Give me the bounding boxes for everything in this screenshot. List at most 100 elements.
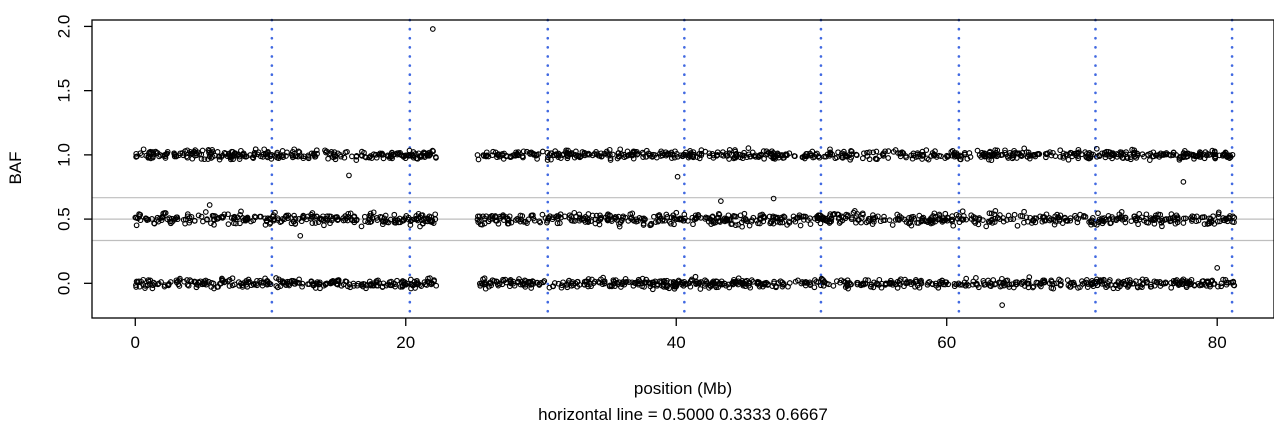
data-point-46 [225, 278, 231, 284]
data-point-1398 [520, 282, 526, 288]
data-point-2118 [1128, 218, 1135, 224]
data-point-2811 [618, 151, 625, 157]
data-point-686 [216, 153, 223, 160]
data-point-111 [433, 282, 440, 289]
data-point-171 [138, 278, 145, 285]
data-points [132, 26, 1238, 309]
outlier-point-0 [429, 26, 436, 32]
data-point-1475 [821, 278, 828, 285]
data-point-751 [206, 149, 212, 156]
data-point-507 [320, 213, 326, 220]
data-point-1430 [890, 280, 897, 287]
data-point-1877 [968, 212, 975, 219]
data-point-2654 [986, 151, 993, 158]
data-point-403 [169, 218, 176, 225]
data-point-1437 [607, 282, 613, 289]
data-point-233 [257, 277, 263, 284]
data-point-423 [195, 212, 202, 219]
data-point-677 [328, 149, 335, 155]
data-point-520 [242, 217, 249, 224]
data-point-1720 [681, 211, 688, 218]
data-point-1455 [1093, 278, 1100, 285]
data-point-1824 [975, 221, 982, 228]
data-point-2661 [812, 151, 819, 158]
data-point-770 [312, 153, 318, 160]
data-point-2028 [518, 216, 524, 223]
data-point-1050 [1124, 277, 1131, 284]
data-point-2778 [770, 155, 776, 162]
data-point-1922 [1039, 218, 1046, 225]
data-point-2589 [667, 151, 674, 158]
data-point-1897 [1162, 217, 1168, 223]
data-point-2700 [723, 151, 729, 157]
data-point-2124 [721, 215, 728, 222]
data-point-668 [338, 153, 344, 160]
data-point-1684 [557, 220, 563, 226]
data-point-2746 [900, 150, 907, 157]
data-point-163 [215, 283, 221, 290]
data-point-2607 [873, 156, 879, 162]
data-point-1372 [870, 284, 877, 291]
data-point-1256 [697, 286, 704, 292]
data-point-1679 [779, 219, 786, 226]
data-point-214 [203, 279, 209, 286]
data-point-2632 [474, 152, 481, 158]
data-point-2780 [747, 153, 753, 160]
data-point-2747 [1146, 157, 1153, 163]
data-point-771 [279, 148, 286, 154]
data-point-1997 [1143, 219, 1150, 226]
data-point-1971 [834, 211, 841, 218]
data-point-246 [383, 282, 390, 289]
data-point-1949 [845, 212, 851, 218]
data-point-215 [219, 275, 225, 282]
data-point-2655 [732, 148, 739, 155]
data-point-2666 [1176, 154, 1183, 161]
data-point-2757 [988, 157, 995, 164]
data-point-2809 [551, 152, 558, 159]
data-point-2640 [932, 148, 938, 154]
data-point-756 [147, 148, 154, 155]
data-point-2699 [1075, 150, 1081, 156]
data-point-1504 [1180, 220, 1187, 226]
data-point-149 [397, 284, 404, 290]
data-point-2581 [1076, 149, 1082, 156]
data-point-2508 [483, 149, 490, 156]
data-point-2642 [1005, 155, 1012, 161]
data-point-2088 [1135, 221, 1141, 228]
data-point-421 [432, 211, 439, 218]
data-point-2630 [760, 148, 767, 154]
data-point-1715 [860, 211, 866, 218]
data-point-1322 [660, 281, 667, 288]
data-point-356 [309, 220, 316, 226]
data-point-2044 [627, 211, 634, 218]
data-point-222 [277, 278, 284, 284]
data-point-1698 [889, 222, 896, 228]
data-point-1747 [766, 213, 773, 220]
data-point-1984 [552, 214, 559, 220]
data-point-2745 [494, 152, 501, 158]
x-tick-label-4: 80 [1208, 333, 1227, 352]
data-point-1903 [1113, 216, 1120, 222]
plot-frame [91, 19, 1274, 319]
data-point-1957 [1051, 221, 1058, 228]
data-point-1941 [1163, 216, 1169, 222]
data-point-1451 [918, 280, 925, 287]
data-point-1840 [892, 217, 899, 223]
data-point-1834 [1014, 222, 1021, 229]
data-point-175 [185, 282, 192, 289]
data-point-1311 [546, 284, 553, 291]
data-point-1359 [974, 282, 981, 288]
data-point-630 [349, 153, 355, 160]
data-point-2669 [726, 147, 733, 153]
data-point-1470 [746, 279, 752, 286]
data-point-2082 [504, 220, 511, 227]
data-point-1368 [961, 279, 968, 286]
data-point-883 [792, 278, 799, 285]
y-tick-label-3: 1.5 [54, 79, 73, 103]
data-point-2081 [476, 213, 483, 220]
data-point-2219 [1002, 147, 1008, 154]
data-point-1924 [550, 214, 556, 221]
data-point-1302 [671, 285, 678, 292]
data-point-2704 [1160, 151, 1167, 157]
data-point-1767 [1231, 219, 1237, 226]
